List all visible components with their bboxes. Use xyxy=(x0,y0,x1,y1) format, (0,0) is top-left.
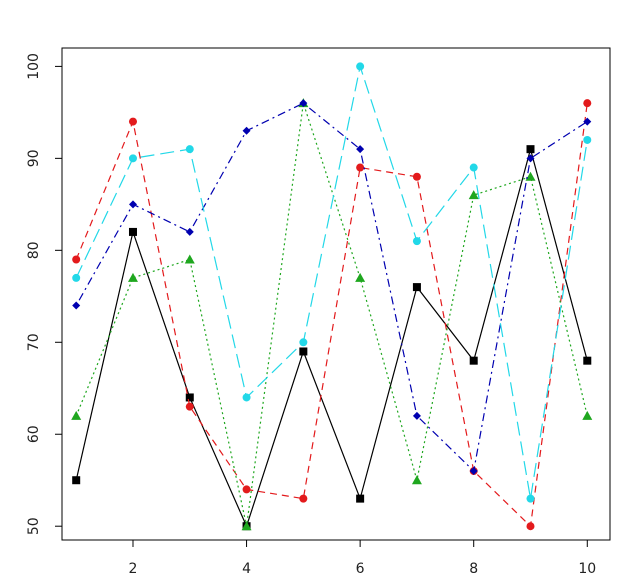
data-point-series-5 xyxy=(583,135,592,144)
series-line-1 xyxy=(75,146,588,528)
data-point-series-5 xyxy=(412,237,421,246)
y-tick-label: 100 xyxy=(26,53,42,80)
plot-frame xyxy=(61,47,611,541)
data-point-series-4 xyxy=(356,145,365,154)
series-line-2 xyxy=(75,103,588,528)
data-point-series-2 xyxy=(299,494,308,503)
data-point-series-3 xyxy=(582,410,593,420)
y-tick-label: 70 xyxy=(26,333,42,351)
data-point-series-1 xyxy=(185,393,194,402)
data-point-series-3 xyxy=(525,171,536,181)
data-point-series-1 xyxy=(299,347,308,356)
data-point-series-4 xyxy=(299,99,308,108)
x-tick-label: 6 xyxy=(356,561,365,577)
data-point-series-4 xyxy=(72,301,81,310)
data-point-series-3 xyxy=(468,190,479,200)
data-point-series-1 xyxy=(128,227,137,236)
data-point-series-4 xyxy=(526,154,535,163)
data-point-series-2 xyxy=(128,117,137,126)
data-point-series-1 xyxy=(583,356,592,365)
data-point-series-1 xyxy=(356,494,365,503)
data-point-series-4 xyxy=(583,117,592,126)
series-line-4 xyxy=(75,102,588,473)
data-point-series-2 xyxy=(185,402,194,411)
data-point-series-5 xyxy=(356,62,365,71)
y-tick-label: 60 xyxy=(26,425,42,443)
data-point-series-2 xyxy=(242,485,251,494)
x-tick-label: 2 xyxy=(129,561,138,577)
data-point-series-1 xyxy=(469,356,478,365)
data-point-series-4 xyxy=(242,126,251,135)
data-point-series-5 xyxy=(242,393,251,402)
x-tick-label: 10 xyxy=(578,561,596,577)
plot-area: 2 4 6 8 10 50 60 70 80 90 100 xyxy=(26,47,611,577)
data-point-series-2 xyxy=(526,522,535,531)
data-point-series-5 xyxy=(526,494,535,503)
data-point-series-4 xyxy=(469,467,478,476)
data-point-series-2 xyxy=(412,172,421,181)
data-point-series-3 xyxy=(411,475,422,485)
series-line-3 xyxy=(75,102,588,527)
x-tick-label: 8 xyxy=(469,561,478,577)
data-point-series-4 xyxy=(128,200,137,209)
data-point-series-5 xyxy=(185,145,194,154)
data-point-series-5 xyxy=(299,338,308,347)
data-point-series-2 xyxy=(356,163,365,172)
series-line-5 xyxy=(75,64,588,499)
data-point-series-5 xyxy=(469,163,478,172)
data-point-series-1 xyxy=(412,283,421,292)
data-point-series-5 xyxy=(72,273,81,282)
data-point-series-2 xyxy=(583,99,592,108)
data-point-series-3 xyxy=(241,521,252,531)
data-point-series-2 xyxy=(72,255,81,264)
data-point-series-3 xyxy=(71,410,82,420)
data-point-series-5 xyxy=(128,154,137,163)
x-tick-label: 4 xyxy=(242,561,251,577)
data-point-series-1 xyxy=(72,476,81,485)
y-tick-label: 80 xyxy=(26,241,42,259)
data-point-series-4 xyxy=(185,227,194,236)
data-point-series-3 xyxy=(355,272,366,282)
y-tick-label: 50 xyxy=(26,517,42,535)
y-tick-label: 90 xyxy=(26,149,42,167)
data-point-series-3 xyxy=(127,272,138,282)
data-point-series-1 xyxy=(526,145,535,154)
data-point-series-3 xyxy=(184,254,195,264)
data-point-series-4 xyxy=(412,411,421,420)
